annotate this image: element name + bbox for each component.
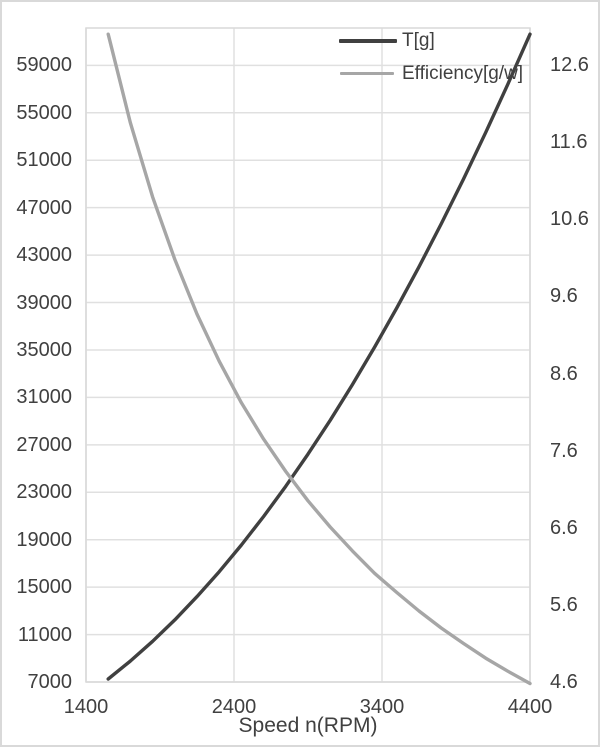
right-axis-tick-label: 8.6 xyxy=(550,362,578,385)
right-axis-tick-label: 4.6 xyxy=(550,671,578,693)
efficiency-series-legend-line xyxy=(340,72,394,75)
left-axis-tick-label: 23000 xyxy=(16,481,72,504)
left-axis-tick-label: 7000 xyxy=(27,671,73,693)
right-axis-tick-label: 7.6 xyxy=(550,439,578,462)
legend-label-efficiency: Efficiency[g/w] xyxy=(402,63,524,84)
left-axis-tick-label: 43000 xyxy=(16,244,72,267)
left-axis-tick-label: 59000 xyxy=(16,54,72,77)
left-axis-tick-label: 27000 xyxy=(16,433,72,456)
right-axis-tick-label: 11.6 xyxy=(550,131,588,154)
left-axis-tick-label: 35000 xyxy=(16,338,72,361)
left-axis-tick-label: 55000 xyxy=(16,101,72,124)
left-axis-tick-label: 51000 xyxy=(16,149,72,172)
plot-area-border xyxy=(85,27,531,683)
x-axis-title: Speed n(RPM) xyxy=(238,714,378,737)
left-axis-tick-label: 19000 xyxy=(16,528,72,551)
right-axis-tick-label: 9.6 xyxy=(550,285,578,308)
right-axis-tick-label: 5.6 xyxy=(550,593,578,616)
right-axis-tick-label: 6.6 xyxy=(550,516,578,539)
x-axis-tick-label: 4400 xyxy=(507,696,553,718)
right-axis-tick-label: 10.6 xyxy=(550,208,589,231)
left-axis-tick-label: 39000 xyxy=(16,291,72,314)
x-axis-tick-label: 1400 xyxy=(63,696,109,718)
t-series-legend-line xyxy=(339,39,397,43)
legend-label-t: T[g] xyxy=(402,30,435,51)
right-axis-tick-label: 12.6 xyxy=(550,54,589,77)
left-axis-tick-label: 31000 xyxy=(16,386,72,409)
left-axis-tick-label: 15000 xyxy=(16,576,72,599)
left-axis-tick-label: 47000 xyxy=(16,196,72,219)
x-axis-tick-label: 3400 xyxy=(359,696,405,718)
x-axis-tick-label: 2400 xyxy=(211,696,257,718)
left-axis-tick-label: 11000 xyxy=(17,623,72,646)
